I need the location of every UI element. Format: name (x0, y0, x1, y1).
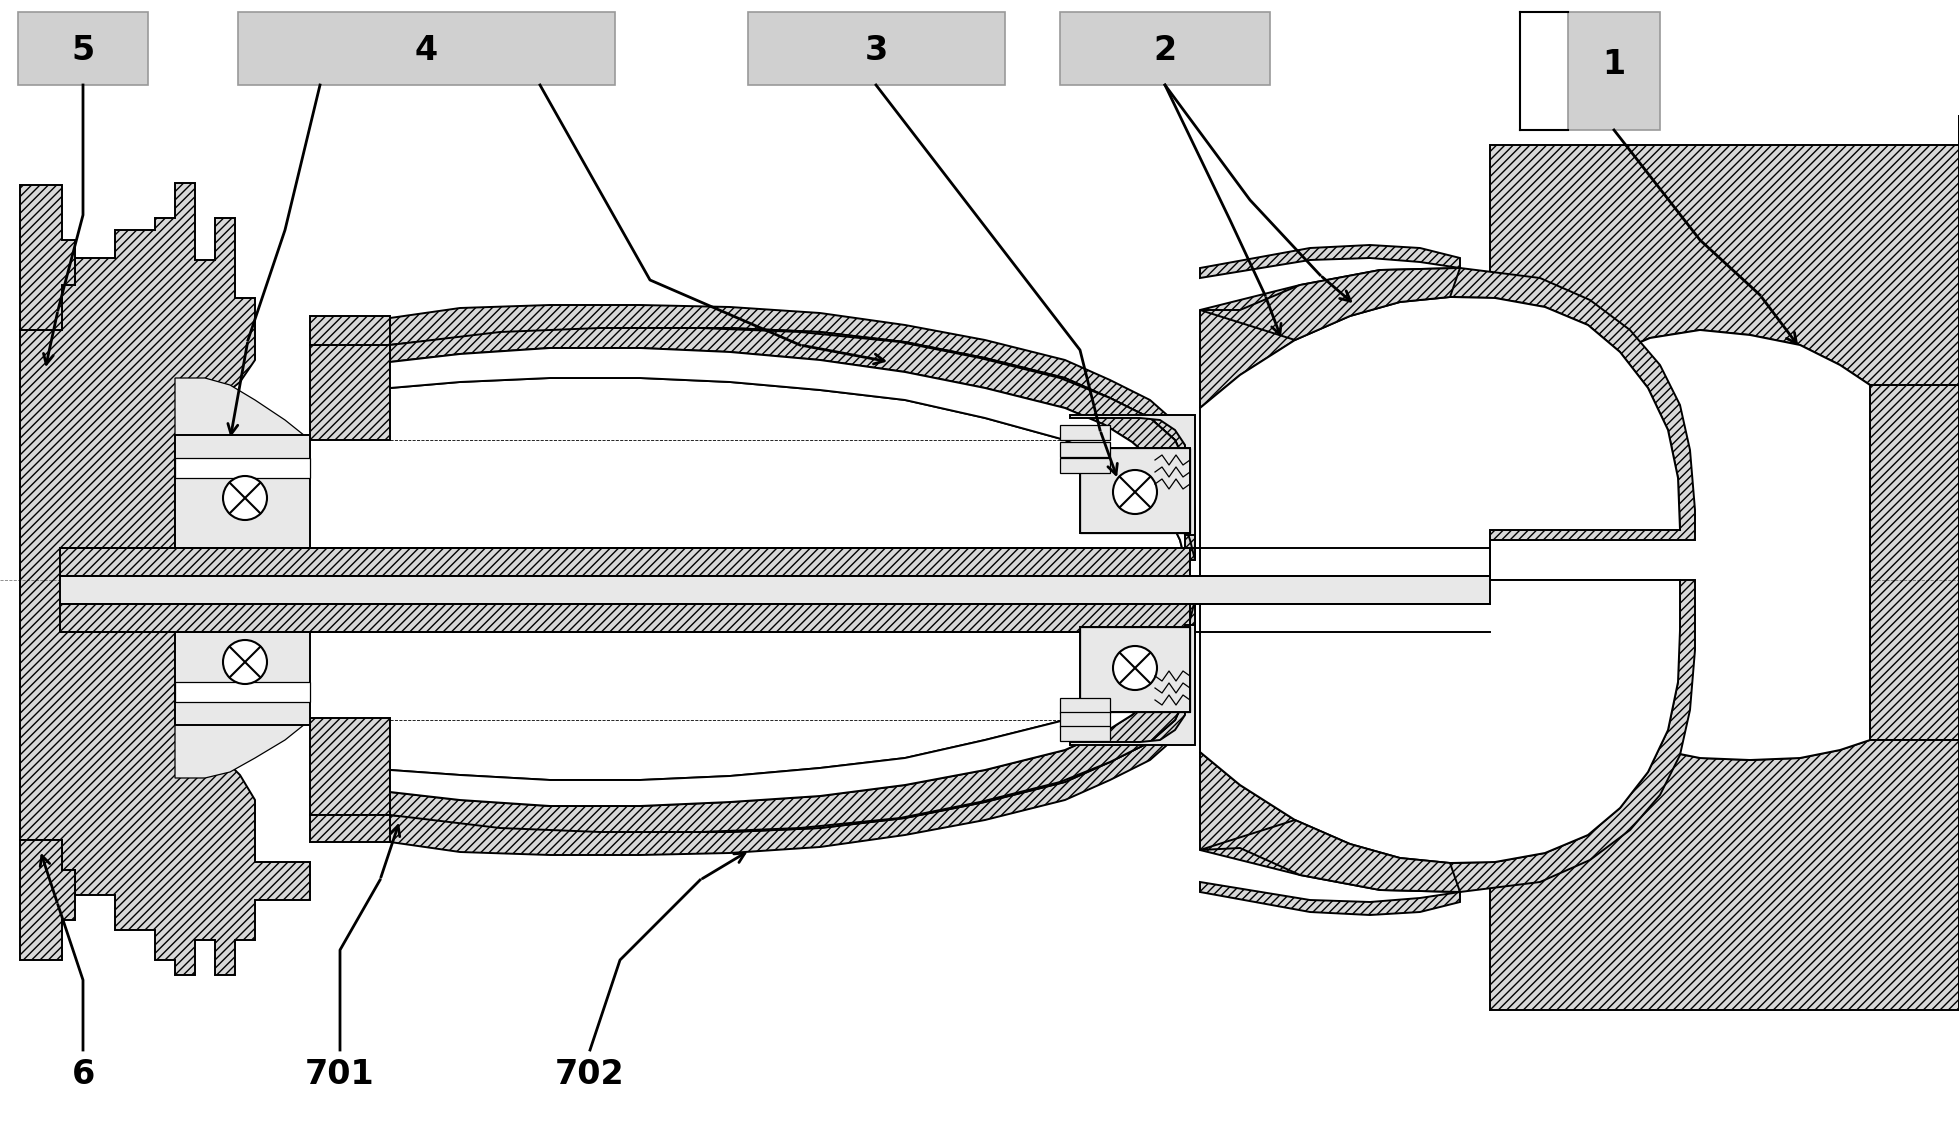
Bar (61, 575, 1491, 604)
Polygon shape (1201, 268, 1459, 339)
Bar (748, 12, 1005, 85)
Bar (61, 604, 1189, 632)
Polygon shape (310, 316, 390, 345)
Bar (1060, 698, 1111, 713)
Polygon shape (390, 305, 1195, 535)
Text: 1: 1 (1602, 48, 1626, 82)
Bar (1060, 425, 1111, 439)
Bar (1079, 448, 1189, 533)
Bar (237, 12, 615, 85)
Polygon shape (20, 185, 74, 330)
Bar (174, 682, 310, 702)
Polygon shape (1201, 245, 1459, 278)
Polygon shape (1491, 580, 1959, 1010)
Polygon shape (20, 840, 74, 960)
Text: 6: 6 (71, 1059, 94, 1091)
Bar (1079, 448, 1189, 533)
Polygon shape (174, 676, 310, 778)
Polygon shape (390, 600, 1195, 832)
Text: 701: 701 (306, 1059, 374, 1091)
Polygon shape (1070, 625, 1195, 745)
Circle shape (1113, 646, 1158, 690)
Polygon shape (1871, 386, 1959, 740)
Polygon shape (390, 328, 1195, 560)
Text: 4: 4 (415, 34, 437, 66)
Polygon shape (390, 348, 1185, 560)
Polygon shape (390, 328, 1195, 560)
Polygon shape (390, 625, 1195, 855)
Bar (174, 435, 310, 560)
Polygon shape (1070, 415, 1195, 535)
Polygon shape (20, 183, 310, 975)
Bar (1060, 12, 1269, 85)
Polygon shape (1491, 330, 1871, 760)
Bar (1060, 711, 1111, 727)
Bar (174, 600, 310, 725)
Circle shape (223, 640, 266, 685)
Polygon shape (1201, 297, 1681, 863)
Polygon shape (310, 345, 390, 439)
Polygon shape (1201, 268, 1695, 540)
Bar (61, 549, 1189, 575)
Polygon shape (1201, 580, 1695, 892)
Bar (18, 12, 149, 85)
Bar (174, 457, 310, 478)
Circle shape (223, 475, 266, 520)
Polygon shape (1491, 115, 1959, 531)
Bar (1079, 627, 1189, 711)
Polygon shape (1201, 882, 1459, 915)
Bar (1060, 726, 1111, 741)
Bar (1567, 12, 1659, 130)
Text: 702: 702 (554, 1059, 625, 1091)
Polygon shape (310, 718, 390, 815)
Text: 2: 2 (1154, 34, 1177, 66)
Polygon shape (1491, 580, 1959, 1009)
Polygon shape (390, 600, 1195, 832)
Bar (1079, 627, 1189, 711)
Polygon shape (1491, 145, 1959, 540)
Text: 5: 5 (71, 34, 94, 66)
Text: 3: 3 (864, 34, 887, 66)
Circle shape (1113, 470, 1158, 514)
Polygon shape (174, 378, 310, 484)
Polygon shape (390, 600, 1185, 806)
Bar (1060, 457, 1111, 473)
Polygon shape (310, 815, 390, 842)
Bar (1060, 442, 1111, 457)
Polygon shape (1201, 821, 1459, 892)
